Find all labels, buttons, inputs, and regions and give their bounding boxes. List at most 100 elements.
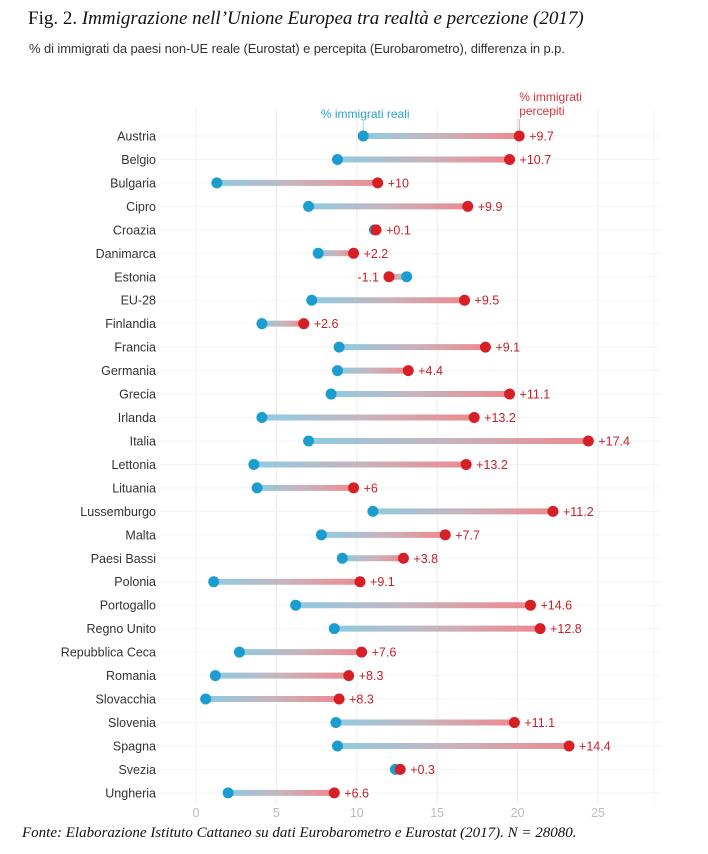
country-label: Finlandia [105,317,156,331]
country-label: Bulgaria [110,176,156,190]
difference-label: +10 [388,176,409,190]
chart-row: Italia +17.4 [130,434,630,448]
country-label: Repubblica Ceca [61,646,156,660]
real-dot [332,365,344,377]
country-label: Irlanda [118,411,156,425]
difference-label: +6 [364,481,378,495]
difference-label: +2.6 [314,317,339,331]
real-dot [328,623,340,635]
perceived-dot [394,763,406,775]
perceived-dot [547,505,559,517]
chart-row: Spagna +14.4 [113,739,611,753]
real-dot [306,294,318,306]
difference-label: +14.6 [540,599,572,613]
difference-label: +13.2 [476,458,508,472]
country-label: Svezia [118,763,156,777]
x-tick-label: 20 [511,806,525,820]
country-label: Danimarca [96,247,156,261]
country-label: Croazia [113,223,156,237]
chart-row: Slovacchia +8.3 [96,693,374,707]
real-dot [336,552,348,564]
difference-label: +2.2 [364,247,389,261]
chart-row: Lituania +6 [112,481,378,495]
perceived-dot [348,247,360,259]
real-dot [209,670,221,682]
difference-label: -1.1 [357,270,379,284]
perceived-dot [354,576,366,588]
country-label: Malta [125,528,156,542]
perceived-dot [343,670,355,682]
x-tick-label: 10 [350,806,364,820]
chart-row: Belgio +10.7 [121,153,551,167]
perceived-dot [504,388,516,400]
chart-row: Slovenia +11.1 [108,716,555,730]
country-label: Grecia [119,388,156,402]
country-label: Italia [130,434,156,448]
source-footer: Fonte: Elaborazione Istituto Cattaneo su… [22,825,577,841]
chart-row: Finlandia +2.6 [105,317,338,331]
real-dot [222,787,234,799]
real-dot [312,247,324,259]
perceived-dot [534,623,546,635]
difference-label: +13.2 [484,411,516,425]
real-dot [303,200,315,212]
country-label: Cipro [126,200,156,214]
country-label: Slovenia [108,716,156,730]
difference-label: +9.7 [529,130,554,144]
perceived-dot [328,787,340,799]
chart-row: Austria +9.7 [117,130,554,144]
x-tick-label: 0 [193,806,200,820]
chart-row: Paesi Bassi +3.8 [91,552,438,566]
perceived-dot [383,271,395,283]
perceived-dot [582,435,594,447]
difference-label: +10.7 [520,153,552,167]
difference-label: +7.7 [455,528,480,542]
legend-perceived-label-line2: percepiti [519,104,564,118]
difference-label: +7.6 [372,646,397,660]
difference-label: +8.3 [349,693,374,707]
country-label: EU-28 [121,294,156,308]
chart-row: Irlanda +13.2 [118,411,516,425]
chart-row: Lettonia +13.2 [112,458,508,472]
real-dot [367,505,379,517]
chart-row: Regno Unito +12.8 [87,622,582,636]
real-dot [332,740,344,752]
chart-row: Romania +8.3 [106,669,384,683]
chart-row: Estonia -1.1 [114,270,413,284]
perceived-dot [333,693,345,705]
x-tick-label: 25 [591,806,605,820]
real-dot [211,177,223,189]
real-dot [325,388,337,400]
chart-row: Svezia +0.3 [118,763,434,777]
x-tick-label: 5 [273,806,280,820]
chart-row: Francia +9.1 [114,341,520,355]
chart-row: Lussemburgo +11.2 [80,505,593,519]
perceived-dot [513,130,525,142]
country-label: Regno Unito [87,622,157,636]
perceived-dot [563,740,575,752]
country-label: Spagna [113,739,156,753]
perceived-dot [479,341,491,353]
chart-row: Croazia +0.1 [113,223,411,237]
chart-row: Repubblica Ceca +7.6 [61,646,397,660]
real-dot [233,646,245,658]
figure-title-text: Immigrazione nell’Unione Europea tra rea… [81,8,584,29]
real-dot [251,482,263,494]
difference-label: +14.4 [579,739,611,753]
real-dot [333,341,345,353]
perceived-dot [504,153,516,165]
country-label: Polonia [114,575,156,589]
perceived-dot [298,318,310,330]
legend-perceived-label-line1: % immigrati [519,90,582,104]
country-label: Estonia [114,270,156,284]
perceived-dot [508,717,520,728]
difference-label: +12.8 [550,622,582,636]
country-label: Portogallo [100,599,156,613]
chart-row: Polonia +9.1 [114,575,394,589]
difference-label: +8.3 [359,669,384,683]
difference-label: +0.3 [410,763,435,777]
country-label: Ungheria [105,786,156,800]
country-label: Francia [114,341,156,355]
perceived-dot [524,599,536,611]
